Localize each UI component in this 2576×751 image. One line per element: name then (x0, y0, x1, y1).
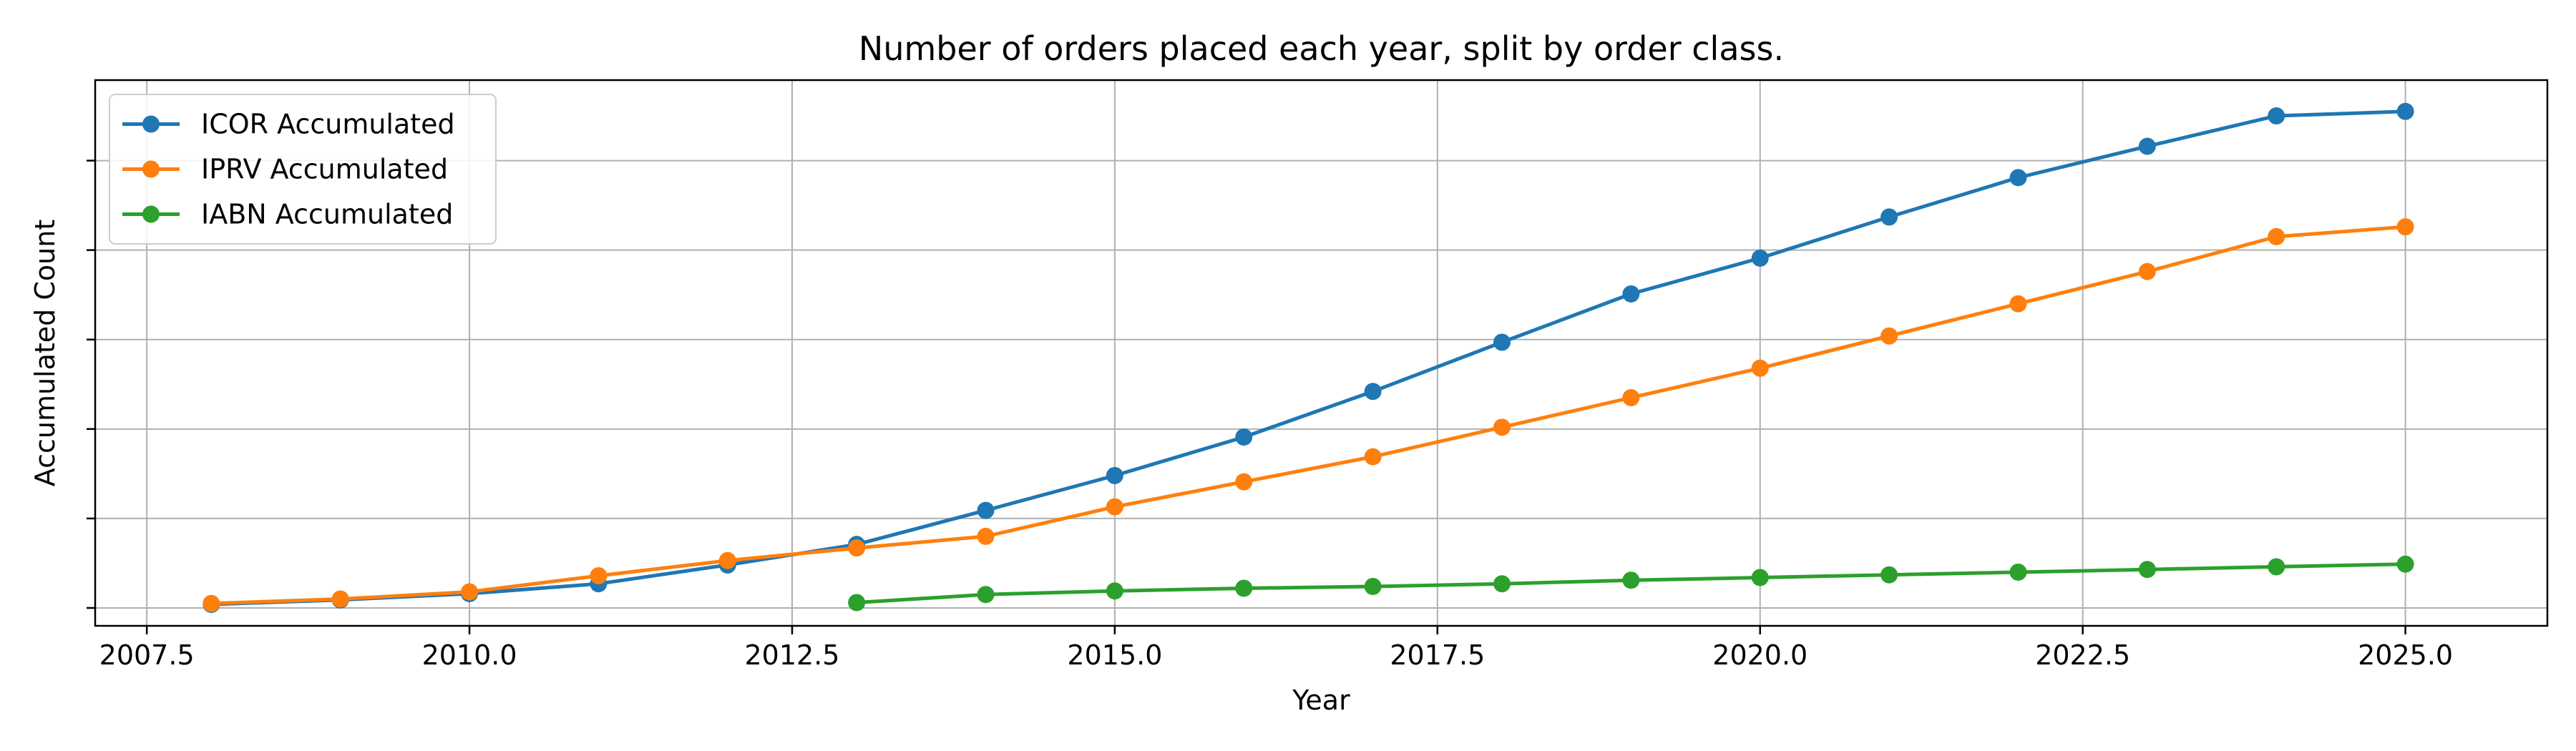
y-axis-label: Accumulated Count (29, 220, 61, 486)
x-tick-label: 2010.0 (422, 639, 517, 671)
x-tick-label: 2020.0 (1712, 639, 1807, 671)
chart-title: Number of orders placed each year, split… (859, 29, 1784, 68)
data-point-icor-accumulated (1751, 249, 1769, 267)
data-point-iprv-accumulated (848, 539, 866, 557)
data-point-iabn-accumulated (1751, 569, 1769, 586)
data-point-iabn-accumulated (1622, 571, 1640, 589)
data-point-icor-accumulated (1880, 208, 1898, 226)
legend-swatch-marker (142, 160, 160, 178)
x-tick-label: 2025.0 (2358, 639, 2453, 671)
x-tick-label: 2015.0 (1067, 639, 1162, 671)
data-point-iprv-accumulated (461, 583, 479, 601)
legend-label: IPRV Accumulated (201, 154, 448, 185)
data-point-iprv-accumulated (2396, 218, 2414, 236)
grid (95, 80, 2547, 626)
legend-box (109, 94, 497, 245)
legend: ICOR Accumulated IPRV Accumulated IABN Acc… (109, 94, 497, 245)
data-point-iprv-accumulated (331, 590, 349, 608)
data-point-iprv-accumulated (1235, 473, 1253, 491)
data-point-iprv-accumulated (1622, 389, 1640, 407)
series-iprv-accumulated (203, 218, 2414, 612)
legend-swatch-marker (142, 205, 160, 223)
data-point-iabn-accumulated (848, 594, 866, 612)
data-point-icor-accumulated (1106, 466, 1123, 484)
data-point-iabn-accumulated (1106, 582, 1123, 600)
data-point-iprv-accumulated (2138, 262, 2156, 280)
series-line-icor-accumulated (211, 109, 2406, 607)
data-point-icor-accumulated (1622, 285, 1640, 303)
plot-frame (94, 79, 2549, 627)
data-point-iabn-accumulated (1364, 577, 1382, 595)
legend-label: ICOR Accumulated (201, 109, 455, 140)
data-point-iprv-accumulated (977, 527, 995, 545)
data-point-iprv-accumulated (2009, 295, 2027, 313)
data-point-icor-accumulated (1493, 333, 1511, 351)
series-line-iprv-accumulated (211, 225, 2406, 606)
data-point-iprv-accumulated (203, 594, 220, 612)
data-point-iabn-accumulated (1493, 575, 1511, 593)
data-point-iprv-accumulated (1751, 359, 1769, 377)
data-point-iprv-accumulated (1493, 418, 1511, 436)
data-point-iprv-accumulated (2268, 227, 2285, 245)
x-tick-label: 2012.5 (745, 639, 840, 671)
data-point-iprv-accumulated (1880, 327, 1898, 345)
x-tick-label: 2022.5 (2035, 639, 2130, 671)
data-point-iabn-accumulated (1235, 579, 1253, 597)
data-point-icor-accumulated (1364, 383, 1382, 401)
data-point-iabn-accumulated (2009, 563, 2027, 581)
legend-label: IABN Accumulated (201, 199, 453, 230)
data-point-iprv-accumulated (718, 551, 736, 569)
data-point-iabn-accumulated (2138, 561, 2156, 579)
x-tick-label: 2017.5 (1390, 639, 1485, 671)
data-point-iprv-accumulated (1364, 448, 1382, 466)
data-point-icor-accumulated (2009, 169, 2027, 187)
series-iabn-accumulated (848, 555, 2414, 612)
legend-swatch-marker (142, 115, 160, 133)
ticks: 2007.5 2010.0 2012.5 2015.0 2017.5 2020.0 2022… (87, 159, 2453, 671)
data-point-iabn-accumulated (1880, 566, 1898, 584)
x-axis-label: Year (1292, 684, 1350, 716)
data-point-icor-accumulated (1235, 428, 1253, 446)
data-point-iprv-accumulated (1106, 498, 1123, 516)
data-point-iabn-accumulated (2396, 555, 2414, 573)
data-point-icor-accumulated (2138, 137, 2156, 155)
data-point-icor-accumulated (977, 501, 995, 519)
data-point-icor-accumulated (2268, 107, 2285, 125)
data-point-icor-accumulated (2396, 102, 2414, 120)
data-point-iabn-accumulated (977, 586, 995, 604)
data-point-iabn-accumulated (2268, 558, 2285, 576)
data-point-iprv-accumulated (590, 566, 608, 584)
series-layer (203, 102, 2414, 613)
x-tick-label: 2007.5 (99, 639, 195, 671)
